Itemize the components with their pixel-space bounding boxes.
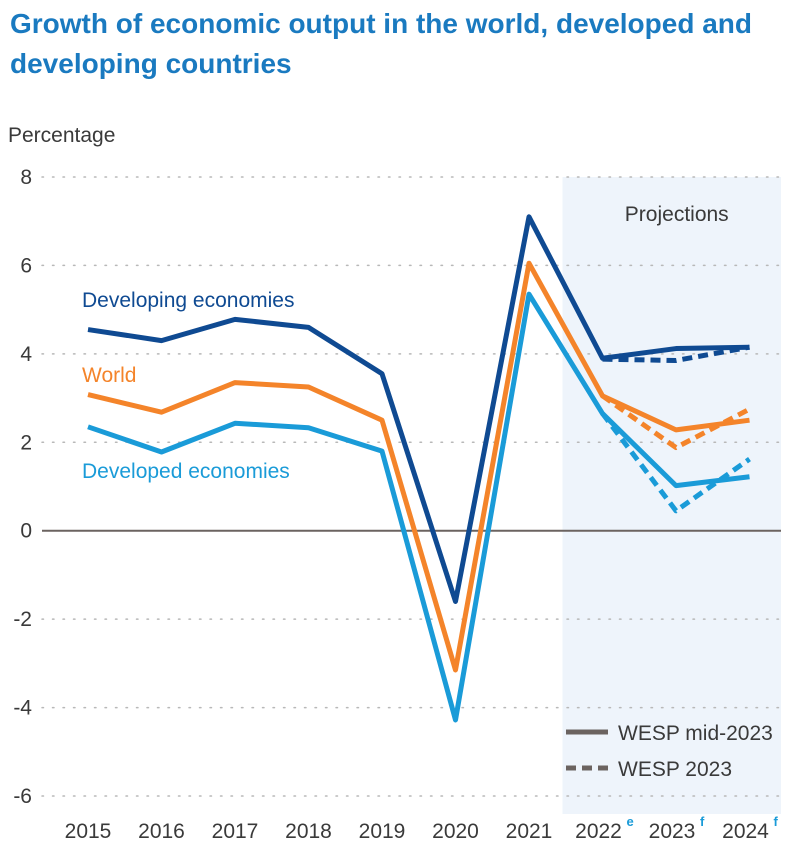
x-tick-superscript: e <box>627 814 634 829</box>
x-axis-ticks: 2015 2016 2017 2018 2019 2020 2021 2022 e 2023 f 20… <box>65 814 779 843</box>
series-labels: Developing economies World Developed econo… <box>82 289 294 483</box>
y-tick-label: 2 <box>20 431 32 454</box>
series-label: Developed economies <box>82 460 290 483</box>
x-tick-label: 2016 <box>138 820 185 843</box>
x-tick-label: 2022 <box>575 820 622 843</box>
projections-band <box>562 177 781 814</box>
x-tick-label: 2020 <box>432 820 479 843</box>
x-tick-label: 2017 <box>212 820 259 843</box>
chart-title: Growth of economic output in the world, … <box>10 8 752 79</box>
x-tick-label: 2015 <box>65 820 112 843</box>
x-tick-label: 2018 <box>285 820 332 843</box>
legend-label: WESP 2023 <box>618 758 732 781</box>
y-tick-label: 8 <box>20 166 32 189</box>
series-line-wesp-mid-2023 <box>87 214 750 604</box>
y-axis-label: Percentage <box>8 124 115 147</box>
y-tick-label: 0 <box>20 520 32 543</box>
y-tick-label: 6 <box>20 254 32 277</box>
y-tick-label: -2 <box>13 608 32 631</box>
x-tick-label: 2021 <box>506 820 553 843</box>
grid-lines <box>41 176 782 797</box>
series-line-wesp2023 <box>602 344 750 363</box>
legend: WESP mid-2023 WESP 2023 <box>566 722 773 781</box>
series-line-wesp-mid-2023 <box>87 260 750 673</box>
legend-label: WESP mid-2023 <box>618 722 773 745</box>
series-line-wesp2023 <box>600 412 751 514</box>
x-tick-label: 2023 <box>649 820 696 843</box>
y-tick-label: 4 <box>20 343 32 366</box>
series-label: Developing economies <box>82 289 294 312</box>
projections-label: Projections <box>625 203 729 226</box>
series-line-wesp-mid-2023 <box>87 291 750 723</box>
series-label: World <box>82 364 136 387</box>
x-tick-label: 2024 <box>722 820 769 843</box>
x-tick-superscript: f <box>700 814 705 829</box>
x-tick-label: 2019 <box>359 820 406 843</box>
x-tick-superscript: f <box>774 814 779 829</box>
series-lines <box>87 214 751 723</box>
y-axis-ticks: 8 6 4 2 0 -2 -4 -6 <box>13 166 32 808</box>
y-tick-label: -6 <box>13 785 32 808</box>
y-tick-label: -4 <box>13 697 32 720</box>
